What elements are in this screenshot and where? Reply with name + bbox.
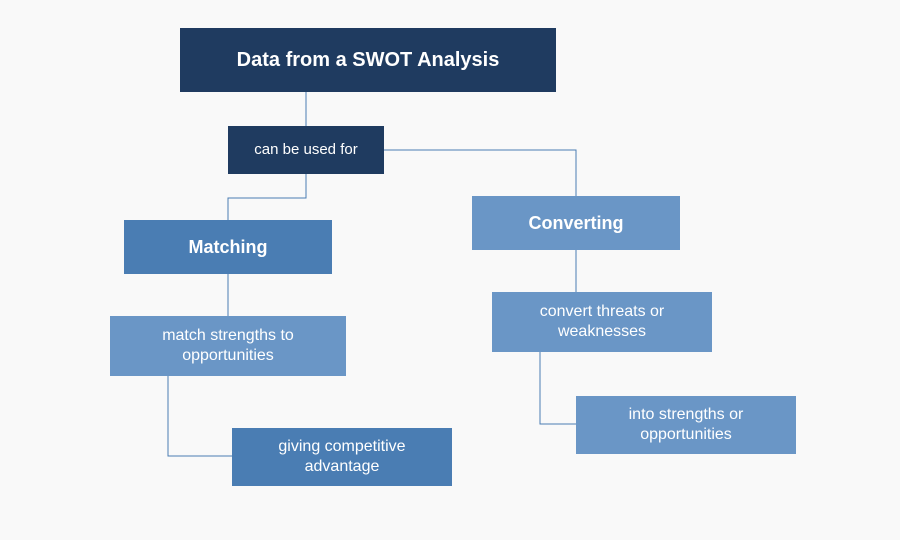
flowchart-stage: Data from a SWOT Analysis can be used fo… [0,0,900,540]
node-used-for: can be used for [228,126,384,174]
node-converting-out: into strengths or opportunities [576,396,796,454]
node-converting-label: Converting [528,212,623,235]
node-converting-out-label: into strengths or opportunities [586,405,786,445]
node-matching-out: giving competitive advantage [232,428,452,486]
node-convert-desc: convert threats or weaknesses [492,292,712,352]
node-matching-label: Matching [189,236,268,259]
node-convert-desc-label: convert threats or weaknesses [502,302,702,342]
node-converting: Converting [472,196,680,250]
node-matching: Matching [124,220,332,274]
node-matching-out-label: giving competitive advantage [242,437,442,477]
node-root-label: Data from a SWOT Analysis [237,48,500,73]
node-match-desc: match strengths to opportunities [110,316,346,376]
node-root: Data from a SWOT Analysis [180,28,556,92]
node-match-desc-label: match strengths to opportunities [120,326,336,366]
node-used-for-label: can be used for [254,141,357,160]
